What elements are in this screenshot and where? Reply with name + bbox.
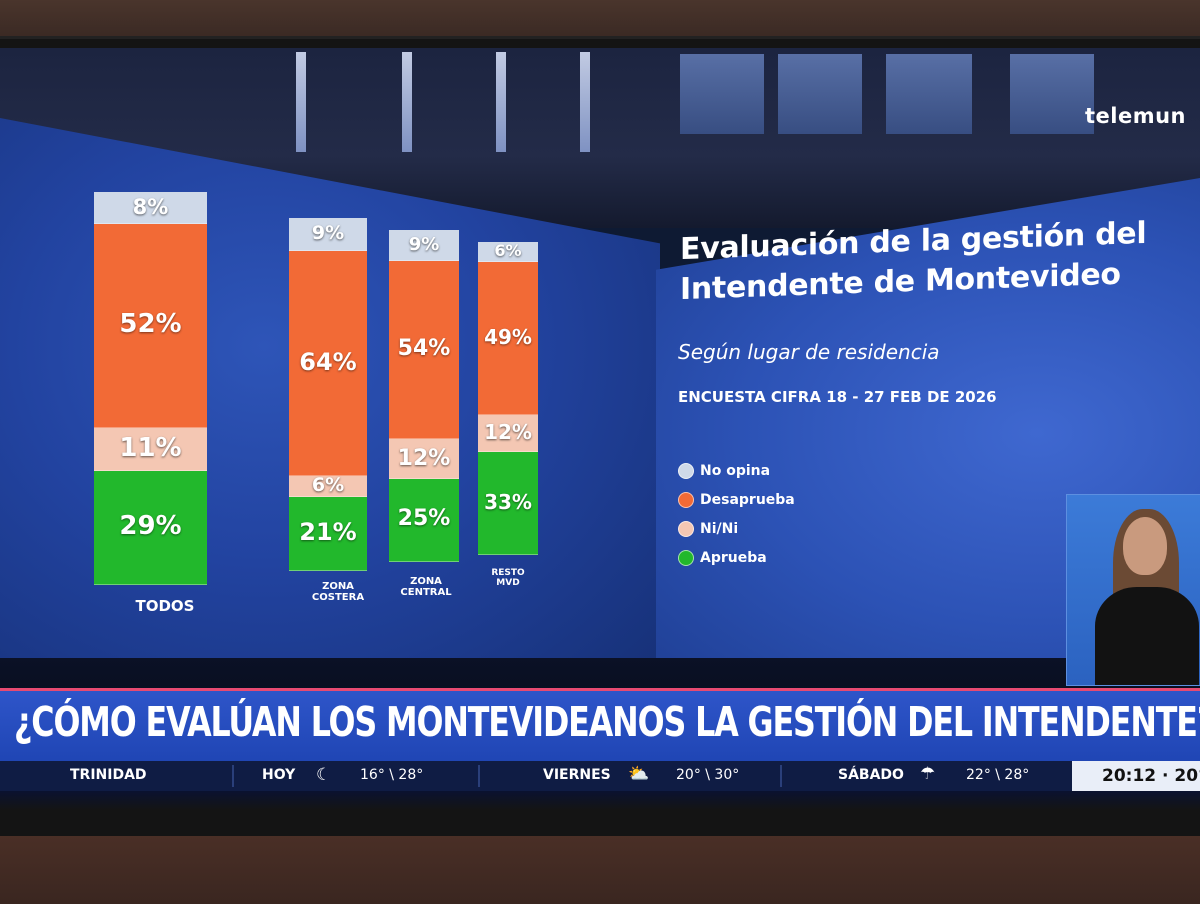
bar-segment-todos-desaprueba — [94, 223, 207, 429]
data-label-resto-mvd-aprueba: 33% — [484, 490, 532, 514]
data-label-todos-noopina: 8% — [132, 195, 169, 219]
bar-segment-zona-costera-noopina — [289, 218, 367, 251]
ticker-divider — [232, 765, 234, 787]
bar-segment-todos-nini — [94, 427, 207, 472]
ticker-divider — [478, 765, 480, 787]
legend-label: No opina — [700, 462, 771, 479]
legend-swatch — [678, 491, 694, 508]
data-label-zona-costera-aprueba: 21% — [299, 518, 357, 547]
chart-legend: No opina Desaprueba Ni/Ni Aprueba — [678, 456, 795, 572]
tv-screen: telemun 29% 11% 52% 8% 21% 6% 64% 9% 25% 12% 54% 9%… — [0, 48, 1200, 810]
ceiling-panel — [1010, 54, 1094, 134]
interpreter-head — [1123, 517, 1167, 575]
ceiling-light — [580, 52, 590, 152]
data-label-resto-mvd-nini: 12% — [484, 419, 532, 444]
moon-icon: ☾ — [316, 765, 332, 785]
bar-segment-todos-aprueba — [94, 470, 207, 585]
data-label-zona-central-noopina: 9% — [408, 234, 440, 255]
ticker-temp-sabado: 22° \ 28° — [966, 767, 1030, 783]
data-label-resto-mvd-desaprueba: 49% — [484, 324, 532, 349]
ceiling-panel — [778, 54, 862, 134]
bar-segment-zona-central-aprueba — [389, 478, 459, 563]
headline-text: ¿CÓMO EVALÚAN LOS MONTEVIDEANOS LA GESTI… — [14, 698, 1200, 746]
ticker-clock: 20:12 · 20°C — [1072, 761, 1200, 791]
bar-segment-resto-mvd-noopina — [478, 242, 538, 262]
legend-item-ni-ni: Ni/Ni — [678, 514, 795, 543]
partly-cloudy-icon: ⛅ — [628, 764, 650, 784]
rain-icon: ☂ — [920, 764, 936, 784]
data-label-zona-central-aprueba: 25% — [397, 506, 451, 532]
ceiling-light — [496, 52, 506, 152]
category-label-resto-mvd: RESTO MVD — [491, 568, 525, 588]
ceiling-light — [296, 52, 306, 152]
legend-item-aprueba: Aprueba — [678, 543, 795, 572]
data-label-resto-mvd-noopina: 6% — [494, 241, 522, 260]
ticker-city: TRINIDAD — [70, 767, 147, 783]
sign-language-interpreter — [1066, 494, 1200, 686]
chart-subtitle: Según lugar de residencia — [678, 340, 940, 364]
ticker-day-viernes: VIERNES — [543, 767, 611, 783]
data-label-zona-costera-noopina: 9% — [311, 222, 345, 244]
headline-bar — [0, 688, 1200, 763]
data-label-zona-costera-nini: 6% — [311, 474, 345, 496]
data-label-zona-costera-desaprueba: 64% — [299, 347, 357, 376]
legend-label: Ni/Ni — [700, 520, 739, 537]
category-label-todos: TODOS — [135, 597, 195, 615]
legend-item-desaprueba: Desaprueba — [678, 485, 795, 514]
bar-segment-zona-central-desaprueba — [389, 259, 459, 440]
bar-segment-resto-mvd-nini — [478, 413, 538, 452]
interpreter-body — [1095, 587, 1199, 685]
data-label-zona-central-nini: 12% — [397, 445, 451, 471]
legend-item-no-opina: No opina — [678, 456, 795, 485]
ceiling-panel — [886, 54, 972, 134]
bar-segment-zona-central-noopina — [389, 230, 459, 261]
legend-swatch — [678, 520, 694, 537]
legend-swatch — [678, 462, 694, 479]
chart-source: ENCUESTA CIFRA 18 - 27 FEB DE 2026 — [678, 388, 997, 406]
ticker-divider — [780, 765, 782, 787]
chart-title: Evaluación de la gestión del Intendente … — [680, 215, 1147, 308]
ticker-temp-hoy: 16° \ 28° — [360, 767, 424, 783]
ceiling-light — [402, 52, 412, 152]
bar-segment-zona-costera-aprueba — [289, 496, 367, 571]
bar-segment-zona-costera-desaprueba — [289, 249, 367, 476]
data-label-zona-central-desaprueba: 54% — [397, 335, 451, 361]
legend-label: Desaprueba — [700, 491, 795, 508]
ceiling-panel — [680, 54, 764, 134]
screen-bottom-strip — [0, 791, 1200, 810]
clock-text: 20:12 · 20°C — [1102, 766, 1200, 786]
channel-logo: telemun — [1085, 104, 1187, 128]
ticker-day-sabado: SÁBADO — [838, 767, 904, 783]
bar-segment-zona-central-nini — [389, 438, 459, 480]
bar-segment-zona-costera-nini — [289, 475, 367, 498]
legend-swatch — [678, 549, 694, 566]
bar-segment-resto-mvd-desaprueba — [478, 260, 538, 415]
category-label-zona-costera: ZONA COSTERA — [311, 581, 365, 603]
weather-ticker: TRINIDAD HOY ☾ 16° \ 28° VIERNES ⛅ 20° \… — [0, 761, 1200, 791]
tv-stand-area — [0, 836, 1200, 904]
data-label-todos-desaprueba: 52% — [119, 309, 182, 340]
data-label-todos-nini: 11% — [119, 433, 182, 464]
category-label-zona-central: ZONA CENTRAL — [400, 576, 452, 598]
bar-segment-resto-mvd-aprueba — [478, 451, 538, 555]
data-label-todos-aprueba: 29% — [119, 511, 182, 542]
bar-segment-todos-noopina — [94, 192, 207, 225]
ticker-temp-viernes: 20° \ 30° — [676, 767, 740, 783]
studio-ceiling — [0, 48, 1200, 228]
ticker-day-hoy: HOY — [262, 767, 296, 783]
legend-label: Aprueba — [700, 549, 767, 566]
